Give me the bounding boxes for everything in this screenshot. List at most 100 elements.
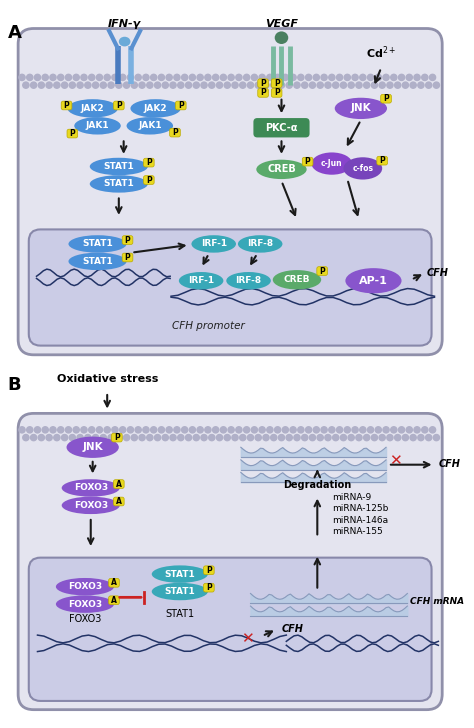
Circle shape [228, 74, 234, 81]
Text: JAK1: JAK1 [86, 122, 109, 130]
Circle shape [391, 427, 397, 433]
Circle shape [426, 82, 432, 88]
Circle shape [38, 82, 45, 88]
Circle shape [131, 82, 137, 88]
Circle shape [352, 74, 358, 81]
Circle shape [387, 82, 393, 88]
Circle shape [240, 82, 246, 88]
FancyBboxPatch shape [271, 89, 282, 98]
Text: P: P [319, 266, 325, 276]
FancyBboxPatch shape [113, 101, 124, 110]
Circle shape [89, 74, 95, 81]
Circle shape [220, 74, 227, 81]
Text: P: P [146, 175, 152, 184]
Circle shape [391, 74, 397, 81]
Circle shape [58, 427, 64, 433]
FancyBboxPatch shape [271, 79, 282, 87]
Circle shape [119, 427, 126, 433]
Circle shape [379, 435, 385, 440]
Ellipse shape [68, 253, 127, 270]
Text: FOXO3: FOXO3 [73, 501, 108, 510]
Text: Degradation: Degradation [283, 480, 351, 490]
Ellipse shape [68, 235, 127, 253]
Circle shape [333, 82, 339, 88]
Ellipse shape [346, 268, 401, 293]
Text: P: P [146, 158, 152, 167]
Ellipse shape [90, 175, 148, 193]
Text: CFH mRNA: CFH mRNA [410, 597, 465, 606]
Circle shape [73, 74, 79, 81]
Circle shape [185, 82, 191, 88]
Circle shape [418, 82, 424, 88]
Circle shape [433, 435, 439, 440]
Circle shape [62, 82, 68, 88]
Circle shape [325, 435, 331, 440]
Circle shape [399, 74, 405, 81]
Circle shape [414, 74, 420, 81]
Circle shape [197, 74, 203, 81]
Circle shape [35, 74, 41, 81]
Circle shape [364, 82, 370, 88]
Text: CREB: CREB [284, 275, 310, 284]
Circle shape [50, 74, 56, 81]
Circle shape [135, 427, 141, 433]
FancyBboxPatch shape [258, 89, 268, 98]
Circle shape [433, 82, 439, 88]
Text: A: A [8, 24, 21, 42]
Circle shape [394, 82, 401, 88]
Text: Cd$^{2+}$: Cd$^{2+}$ [366, 45, 396, 61]
Circle shape [340, 435, 346, 440]
Text: P: P [114, 433, 120, 442]
Circle shape [364, 435, 370, 440]
Circle shape [418, 435, 424, 440]
FancyBboxPatch shape [254, 118, 310, 138]
Circle shape [182, 74, 188, 81]
Text: AP-1: AP-1 [359, 276, 388, 285]
Circle shape [38, 435, 45, 440]
Text: P: P [274, 88, 280, 98]
Circle shape [236, 74, 242, 81]
Circle shape [352, 427, 358, 433]
Text: P: P [260, 79, 266, 87]
Circle shape [19, 74, 25, 81]
Text: IRF-8: IRF-8 [247, 240, 273, 248]
Circle shape [224, 435, 230, 440]
Circle shape [255, 435, 261, 440]
Circle shape [244, 427, 250, 433]
Circle shape [92, 82, 99, 88]
Circle shape [410, 435, 416, 440]
Text: STAT1: STAT1 [164, 587, 195, 596]
Text: P: P [206, 583, 212, 592]
Circle shape [429, 427, 436, 433]
Circle shape [212, 74, 219, 81]
Circle shape [298, 74, 304, 81]
Text: P: P [383, 94, 389, 103]
Circle shape [81, 427, 87, 433]
FancyBboxPatch shape [29, 229, 431, 346]
Circle shape [143, 427, 149, 433]
Text: CREB: CREB [267, 165, 296, 175]
Circle shape [197, 427, 203, 433]
Ellipse shape [56, 596, 114, 613]
Circle shape [306, 427, 312, 433]
FancyBboxPatch shape [122, 253, 133, 262]
Circle shape [182, 427, 188, 433]
Circle shape [298, 427, 304, 433]
Circle shape [201, 82, 207, 88]
Circle shape [360, 427, 366, 433]
Circle shape [387, 435, 393, 440]
Circle shape [170, 82, 176, 88]
Circle shape [77, 82, 83, 88]
Circle shape [30, 82, 36, 88]
FancyBboxPatch shape [175, 101, 186, 110]
Circle shape [50, 427, 56, 433]
Circle shape [232, 435, 238, 440]
Ellipse shape [62, 496, 120, 514]
Circle shape [104, 74, 110, 81]
FancyBboxPatch shape [67, 129, 78, 138]
Text: STAT1: STAT1 [103, 162, 134, 171]
Circle shape [236, 427, 242, 433]
Circle shape [286, 435, 292, 440]
Circle shape [54, 435, 60, 440]
Text: STAT1: STAT1 [82, 257, 113, 266]
